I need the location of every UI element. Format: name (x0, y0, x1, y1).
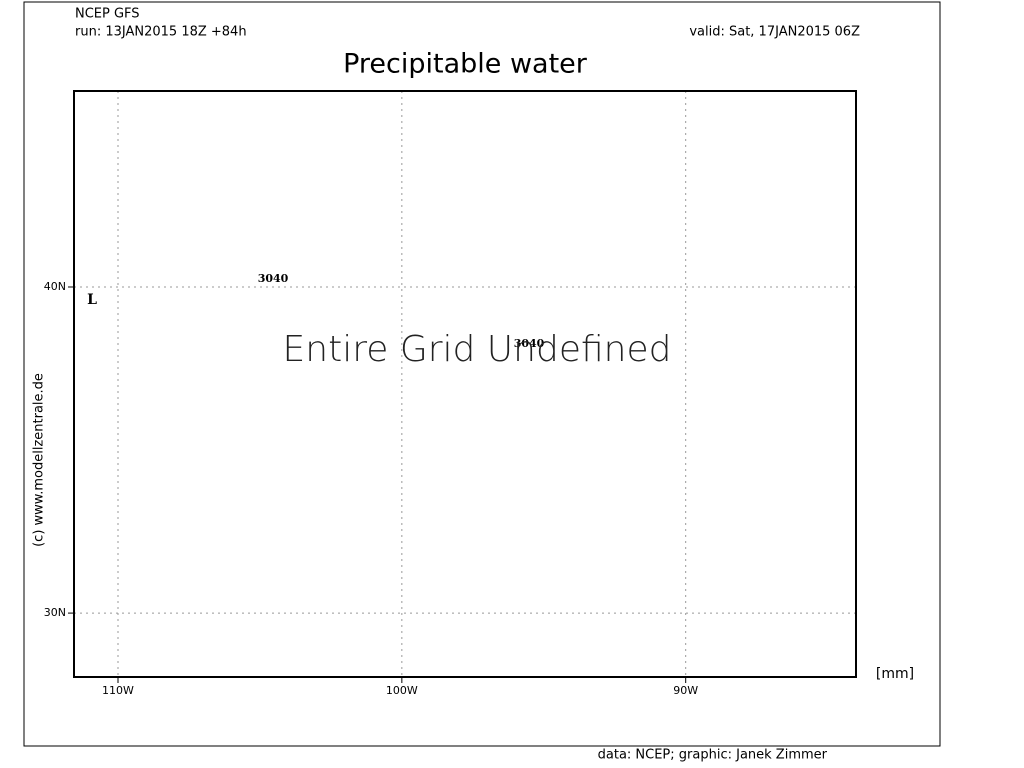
low-marker: L (87, 292, 97, 308)
y-tick-label: 30N (44, 606, 66, 619)
undefined-message: Entire Grid Undefined (283, 329, 672, 370)
run-info: run: 13JAN2015 18Z +84h (75, 25, 247, 40)
outer-frame (23, 1, 941, 747)
y-tick-label: 40N (44, 280, 66, 293)
x-tick-label: 100W (386, 684, 418, 697)
plot-frame (73, 90, 857, 678)
x-tick-label: 90W (673, 684, 698, 697)
title: Precipitable water (343, 49, 588, 80)
contour-label: 3040 (514, 337, 545, 350)
plot-area: 110W 100W 90W 30N 40N (44, 91, 856, 697)
x-tick-label: 110W (102, 684, 134, 697)
contour-label: 3040 (258, 272, 289, 285)
model-name: NCEP GFS (75, 7, 140, 22)
unit: [mm] (876, 666, 914, 682)
valid-info: valid: Sat, 17JAN2015 06Z (689, 25, 860, 40)
side-credit: (c) www.modellzentrale.de (32, 373, 47, 547)
footer: data: NCEP; graphic: Janek Zimmer (598, 748, 828, 763)
